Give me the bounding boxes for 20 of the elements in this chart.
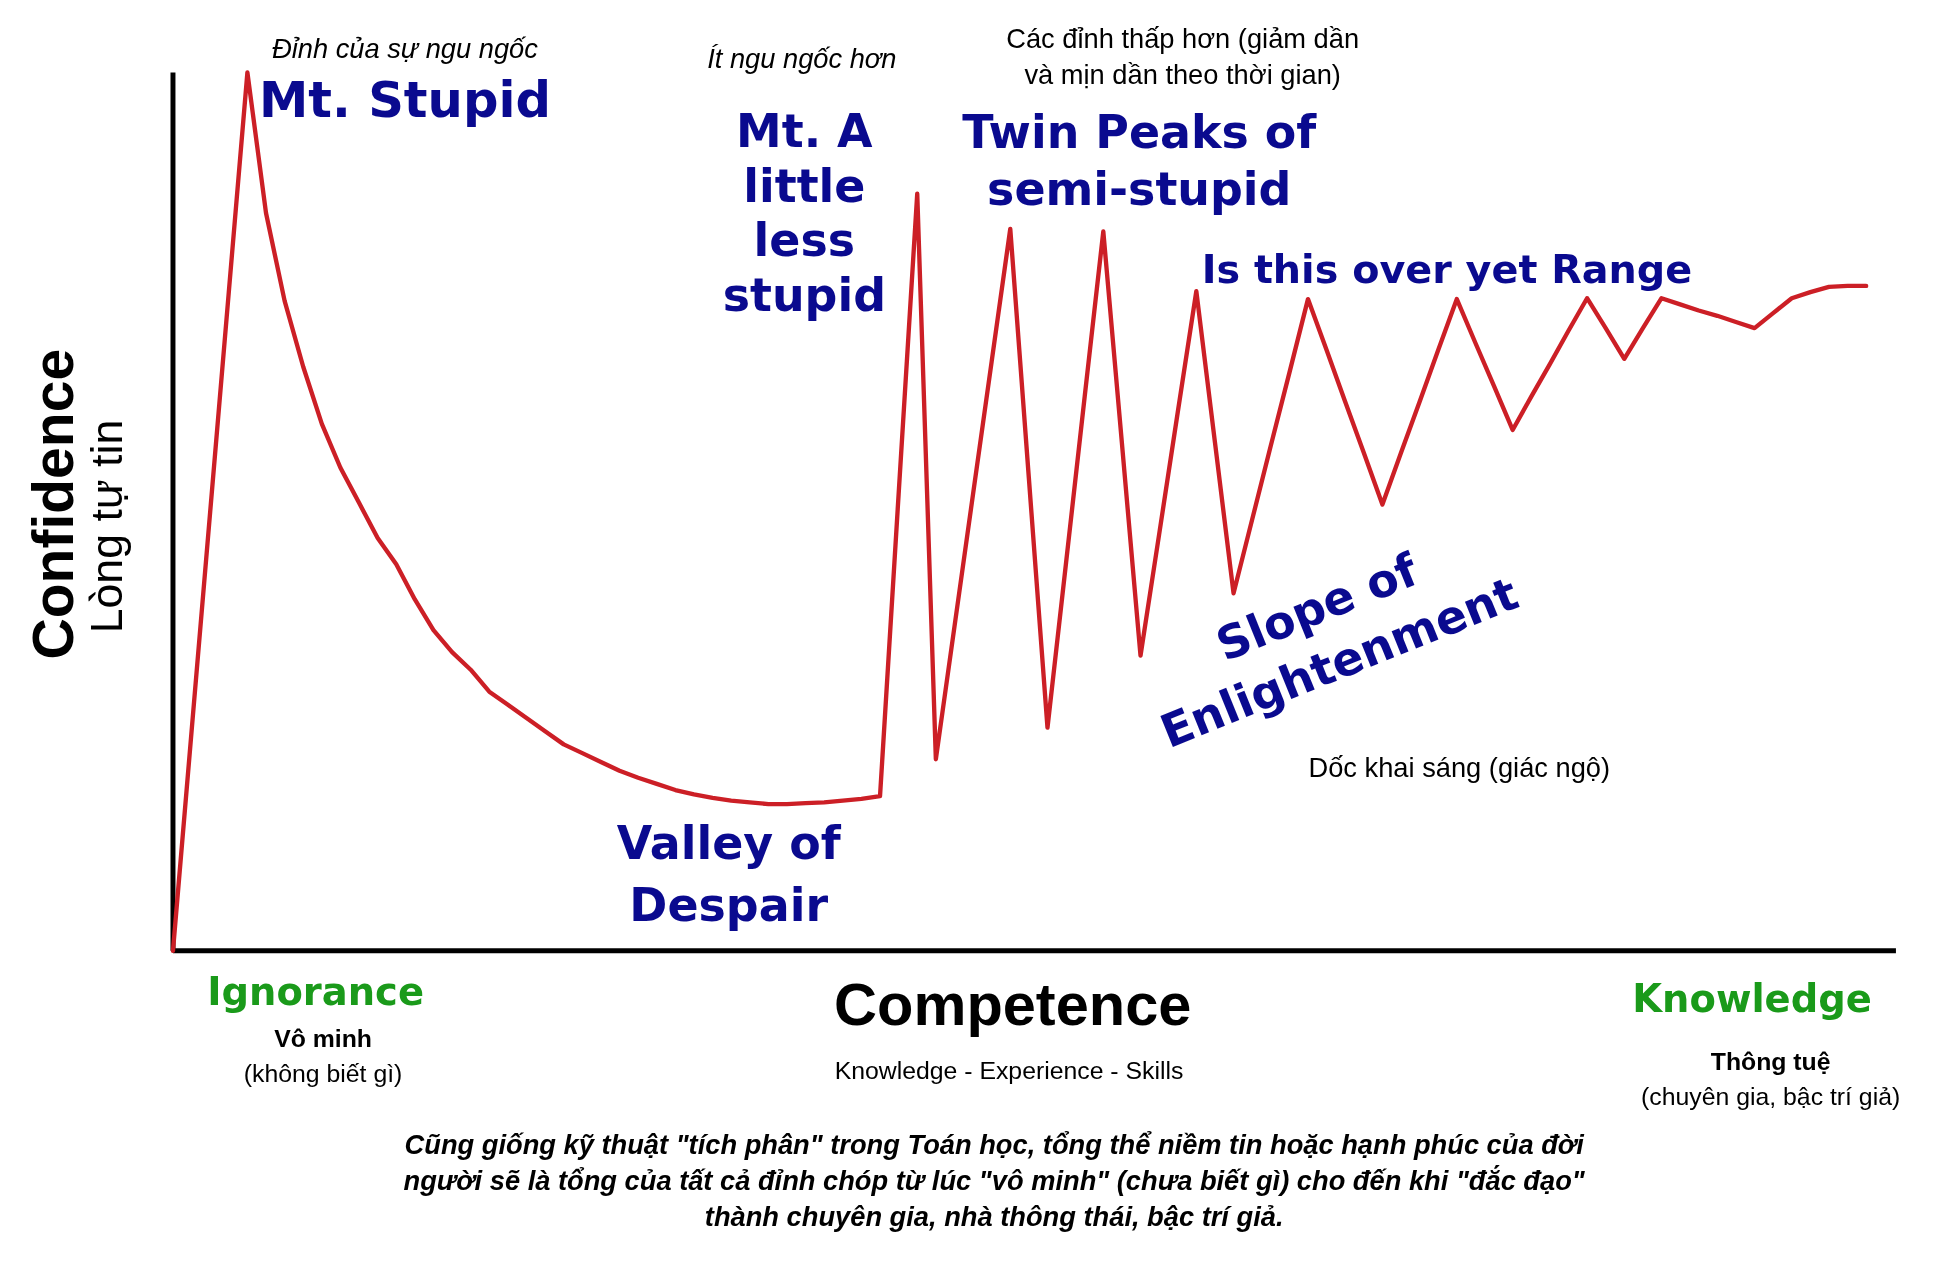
- annotation: Dốc khai sáng (giác ngộ): [1308, 752, 1611, 784]
- text: Knowledge - Experience - Skills: [834, 1056, 1184, 1084]
- text: Đỉnh của sự ngu ngốc: [272, 32, 539, 64]
- annotation: Mt. A little less stupid: [722, 103, 887, 322]
- text: Thông tuệ: [1710, 1047, 1831, 1075]
- text: Knowledge: [1632, 975, 1872, 1021]
- y-axis-title: Confidence: [20, 348, 85, 660]
- text: Cũng giống kỹ thuật "tích phân" trong Toán học, tổng thể niềm tin hoặc hạnh phúc của đời người sẽ là tổng của tất cả đỉnh chóp từ lúc "vô minh" (chưa biết gì) cho đến khi "đắc đạo" thành chuyên gia, nhà thông thái, bậc trí giả.: [403, 1129, 1586, 1233]
- annotation: Valley of Despair: [616, 815, 842, 932]
- annotation: Is this over yet Range: [1201, 246, 1693, 293]
- text: Ignorance: [207, 969, 424, 1015]
- text: (không biết gì): [243, 1060, 403, 1088]
- text: Lòng tự tin: [82, 419, 132, 634]
- annotation: Twin Peaks of semi-stupid: [962, 105, 1318, 217]
- annotation: Các đỉnh thấp hơn (giảm dần và mịn dần theo thời gian): [1006, 22, 1360, 90]
- text: Vô minh: [274, 1025, 372, 1053]
- annotation: Ít ngu ngốc hơn: [707, 42, 897, 74]
- annotation: Mt. Stupid: [258, 71, 551, 130]
- x-axis-title: Competence: [834, 971, 1192, 1039]
- text: (chuyên gia, bậc trí giả): [1641, 1082, 1901, 1110]
